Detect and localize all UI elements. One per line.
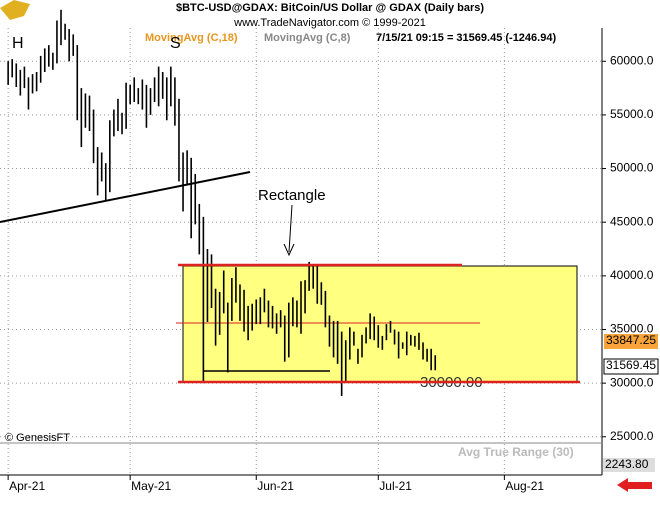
copyright: © GenesisFT [5,432,70,444]
neckline [0,171,251,223]
y-tick-label: 45000.0 [610,214,654,228]
title: $BTC-USD@GDAX: BitCoin/US Dollar @ GDAX … [176,2,484,14]
x-tick-label: Aug-21 [505,479,544,493]
annotation: H [12,35,24,52]
arrow [283,204,295,257]
y-tick-label: 60000.0 [610,53,654,67]
indicator-label: MovingAvg (C,8) [264,32,351,44]
y-tick-label: 50000.0 [610,161,654,175]
x-tick-label: Jul-21 [379,479,412,493]
y-tick-label: 25000.0 [610,429,654,443]
annotation: Rectangle [258,187,326,204]
panel-value: 2243.80 [605,457,649,471]
panel-value-box [603,458,655,472]
price-tag [603,358,659,375]
x-tick-label: May-21 [131,479,171,493]
scroll-arrow[interactable] [617,478,652,492]
price-tag [604,334,658,349]
indicator-label: MovingAvg (C,18) [145,32,238,44]
price-tag-label: 33847.25 [606,333,656,347]
panel-title: Avg True Range (30) [458,445,574,459]
x-tick-label: Jun-21 [257,479,294,493]
y-tick-label: 40000.0 [610,268,654,282]
annotation: S [170,35,181,52]
logo [0,0,30,20]
x-tick-label: Apr-21 [9,479,45,493]
subtitle: www.TradeNavigator.com © 1999-2021 [233,17,426,29]
price-tag-label: 31569.45 [606,358,656,372]
last-quote: 7/15/21 09:15 = 31569.45 (-1246.94) [376,32,556,44]
rectangle-pattern [182,265,578,383]
y-tick-label: 30000.0 [610,375,654,389]
y-tick-label: 55000.0 [610,107,654,121]
y-tick-label: 35000.0 [610,322,654,336]
